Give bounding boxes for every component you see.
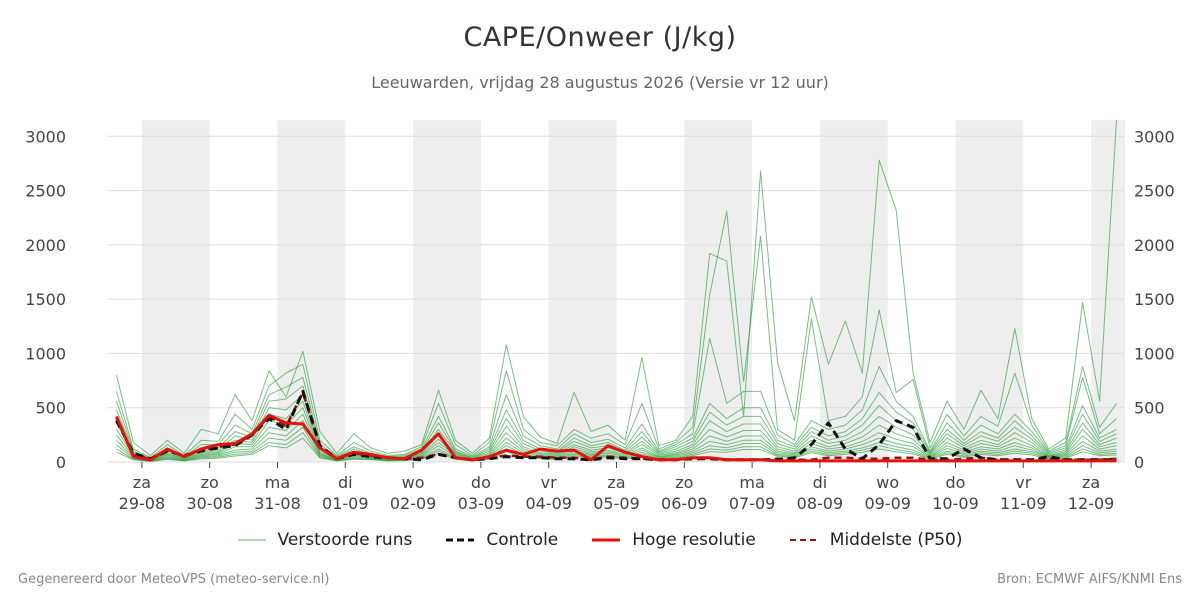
x-tick-day: zo <box>201 473 219 492</box>
x-tick-date: 10-09 <box>932 494 979 513</box>
legend-item-hires: Hoge resolutie <box>592 530 756 550</box>
x-tick-day: za <box>133 473 151 492</box>
x-tick-day: di <box>813 473 828 492</box>
night-bands <box>141 120 1125 462</box>
series-line-perturbed <box>116 210 1117 459</box>
x-tick-date: 09-09 <box>864 494 911 513</box>
y-tick-label-left: 2000 <box>25 236 66 255</box>
y-tick-label-left: 2500 <box>25 182 66 201</box>
legend-label-perturbed: Verstoorde runs <box>277 530 413 550</box>
x-tick-date: 12-09 <box>1068 494 1115 513</box>
night-band <box>141 120 210 462</box>
y-tick-label-right: 0 <box>1134 453 1144 472</box>
legend-item-control: Controle <box>446 530 558 550</box>
legend-label-hires: Hoge resolutie <box>632 530 756 550</box>
y-tick-label-left: 0 <box>56 453 66 472</box>
x-tick-day: za <box>607 473 625 492</box>
night-band <box>548 120 617 462</box>
x-tick-date: 02-09 <box>390 494 437 513</box>
y-tick-label-right: 500 <box>1134 399 1165 418</box>
y-tick-label-left: 500 <box>35 399 66 418</box>
legend-swatch-median <box>789 539 818 541</box>
x-tick-date: 04-09 <box>525 494 572 513</box>
series-line-perturbed <box>116 420 1117 462</box>
x-tick-day: do <box>946 473 966 492</box>
x-tick-day: wo <box>876 473 899 492</box>
series-line-perturbed <box>116 437 1117 462</box>
y-tick-label-right: 3000 <box>1134 127 1175 146</box>
series-line-perturbed <box>116 426 1117 462</box>
x-tick-date: 08-09 <box>797 494 844 513</box>
x-tick-day: zo <box>675 473 693 492</box>
y-tick-label-right: 1500 <box>1134 290 1175 309</box>
night-band <box>277 120 346 462</box>
y-tick-label-left: 1500 <box>25 290 66 309</box>
legend-item-perturbed: Verstoorde runs <box>237 530 413 550</box>
x-tick-day: di <box>338 473 353 492</box>
legend-swatch-hires <box>592 538 621 542</box>
legend-swatch-perturbed <box>237 539 266 541</box>
x-tick-date: 01-09 <box>322 494 369 513</box>
cape-chart: 0 500 1000 1500 2000 2500 3000 0 500 1000 1500 200… <box>25 119 1175 513</box>
series-line-median <box>115 391 1117 462</box>
y-axis-left: 0 500 1000 1500 2000 2500 3000 <box>25 127 66 472</box>
footer-source: Bron: ECMWF AIFS/KNMI Ens <box>997 572 1182 587</box>
night-band <box>1091 120 1125 462</box>
x-tick-date: 29-08 <box>119 494 166 513</box>
series-line-perturbed <box>116 337 1117 460</box>
footer-generated-by: Gegenereerd door MeteoVPS (meteo-service… <box>18 572 330 587</box>
y-tick-label-right: 2000 <box>1134 236 1175 255</box>
legend: Verstoorde runs Controle Hoge resolutie … <box>0 530 1200 550</box>
x-tick-date: 31-08 <box>254 494 301 513</box>
x-tick-day: wo <box>402 473 425 492</box>
x-tick-day: vr <box>541 473 557 492</box>
night-band <box>413 120 481 462</box>
x-tick-date: 11-09 <box>1000 494 1047 513</box>
legend-label-control: Controle <box>486 530 559 550</box>
night-band <box>819 120 888 462</box>
x-tick-day: vr <box>1015 473 1031 492</box>
series-line-perturbed <box>116 385 1117 460</box>
series-line-perturbed <box>116 432 1117 462</box>
x-tick-date: 06-09 <box>661 494 708 513</box>
x-tick-day: ma <box>265 473 290 492</box>
chart-title: CAPE/Onweer (J/kg) <box>463 22 737 53</box>
legend-item-median: Middelste (P50) <box>789 530 963 550</box>
series-line-perturbed <box>116 119 1117 456</box>
series-line-perturbed <box>116 413 1117 462</box>
y-tick-label-left: 3000 <box>25 127 66 146</box>
legend-label-median: Middelste (P50) <box>829 530 963 550</box>
x-tick-day: za <box>1082 473 1100 492</box>
series-line-perturbed <box>116 400 1117 461</box>
y-tick-label-right: 2500 <box>1134 182 1175 201</box>
y-axis-right: 0 500 1000 1500 2000 2500 3000 <box>1134 127 1175 472</box>
x-tick-day: do <box>471 473 491 492</box>
series-line-hires <box>115 413 1117 463</box>
x-axis: za 29-08 zo 30-08 ma 31-08 di 01-09 wo 02-09 do 03-… <box>119 462 1115 513</box>
chart-subtitle: Leeuwarden, vrijdag 28 augustus 2026 (Ve… <box>371 73 829 92</box>
night-band <box>955 120 1024 462</box>
y-tick-label-left: 1000 <box>25 344 66 363</box>
x-tick-date: 05-09 <box>593 494 640 513</box>
y-tick-label-right: 1000 <box>1134 344 1175 363</box>
x-tick-date: 03-09 <box>458 494 505 513</box>
series-line-control <box>115 389 1117 462</box>
legend-swatch-control <box>446 538 475 542</box>
series-group <box>115 119 1117 463</box>
x-tick-date: 07-09 <box>729 494 776 513</box>
x-tick-day: ma <box>739 473 764 492</box>
x-tick-date: 30-08 <box>186 494 233 513</box>
